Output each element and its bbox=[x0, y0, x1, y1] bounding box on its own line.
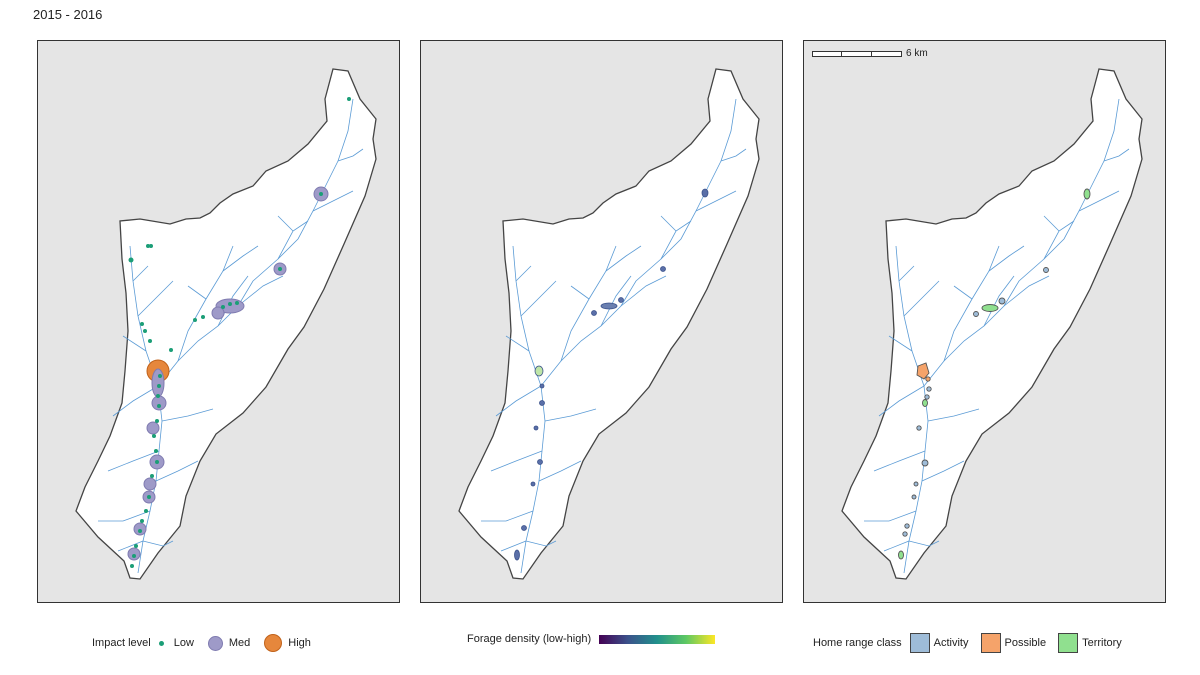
scale-label: 6 km bbox=[906, 48, 928, 59]
legend-item-low: Low bbox=[158, 637, 194, 649]
scale-segment bbox=[812, 50, 842, 57]
river-network bbox=[864, 98, 1130, 574]
figure-title: 2015 - 2016 bbox=[33, 7, 103, 22]
legend-label: Low bbox=[173, 637, 194, 649]
territory-swatch bbox=[1058, 633, 1079, 653]
legend-item-territory: Territory bbox=[1058, 633, 1122, 653]
activity-swatch bbox=[909, 633, 930, 653]
high-marker-icon bbox=[264, 634, 283, 652]
scale-bar: 6 km bbox=[812, 48, 928, 59]
legend-homerange: Home range class Activity Possible Terri… bbox=[813, 630, 1128, 656]
legend-item-med: Med bbox=[207, 635, 251, 651]
legend-forage: Forage density (low-high) bbox=[467, 626, 716, 652]
legend-item-possible: Possible bbox=[980, 633, 1047, 653]
legend-label: Territory bbox=[1082, 637, 1122, 649]
homerange-polygons bbox=[898, 188, 1091, 560]
watershed-outline bbox=[458, 68, 760, 580]
legend-label: Med bbox=[228, 637, 251, 649]
forage-color-ramp bbox=[599, 634, 716, 644]
map-panel-impact bbox=[37, 40, 400, 603]
legend-label: Possible bbox=[1004, 637, 1047, 649]
legend-title: Home range class bbox=[813, 637, 902, 649]
med-marker-icon bbox=[207, 635, 223, 651]
forage-patches bbox=[514, 188, 709, 561]
map-homerange bbox=[841, 68, 1143, 580]
scale-segment bbox=[872, 50, 902, 57]
legend-item-high: High bbox=[264, 634, 311, 652]
scale-segment bbox=[842, 50, 872, 57]
legend-label: High bbox=[288, 637, 311, 649]
legend-impact: Impact level Low Med High bbox=[92, 630, 317, 656]
low-impact-points bbox=[128, 97, 351, 568]
map-panel-homerange: 6 km N bbox=[803, 40, 1166, 603]
legend-title: Impact level bbox=[92, 637, 151, 649]
legend-label: Activity bbox=[933, 637, 969, 649]
watershed-outline bbox=[75, 68, 377, 580]
map-panel-forage bbox=[420, 40, 783, 603]
legend-item-activity: Activity bbox=[909, 633, 969, 653]
map-impact bbox=[75, 68, 377, 580]
possible-swatch bbox=[980, 633, 1001, 653]
map-forage bbox=[458, 68, 760, 580]
legend-title: Forage density (low-high) bbox=[467, 633, 592, 645]
low-marker-icon bbox=[158, 640, 164, 646]
watershed-outline bbox=[841, 68, 1143, 580]
